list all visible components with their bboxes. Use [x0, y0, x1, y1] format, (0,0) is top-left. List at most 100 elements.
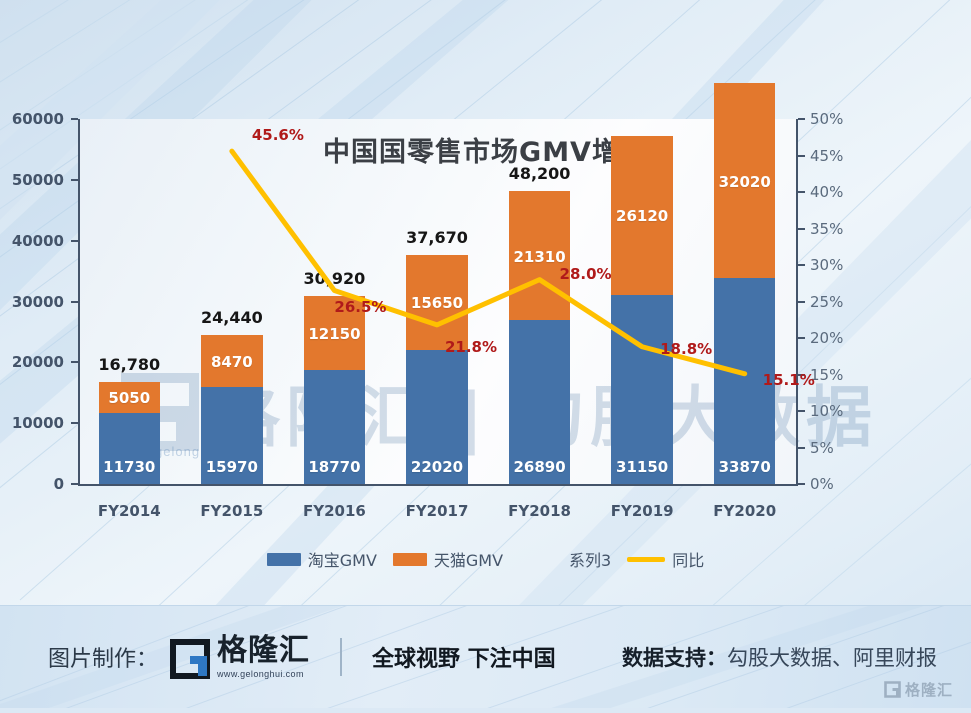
- bar-series-group: 11730 5050 16,780 15970 8470 24,440 18770 12150…: [78, 83, 796, 484]
- footer-source: 数据支持：勾股大数据、阿里财报: [622, 642, 937, 672]
- bar-column[interactable]: 15970 8470 24,440: [201, 308, 263, 484]
- footer-corner-logo-icon: [884, 681, 901, 698]
- legend-label: 系列3: [569, 551, 612, 570]
- y-axis-tick-label: 60000: [11, 110, 64, 128]
- y-axis-tick: [71, 300, 78, 303]
- x-axis-label: FY2015: [200, 502, 264, 520]
- secondary-y-axis-tick: [798, 154, 805, 157]
- gelonghui-logo-icon: [170, 638, 211, 679]
- secondary-y-axis-tick-label: 25%: [810, 292, 844, 311]
- secondary-y-axis-tick: [798, 227, 805, 230]
- secondary-y-axis-tick: [798, 373, 805, 376]
- legend-item-tmall[interactable]: 天猫GMV: [392, 547, 504, 571]
- bar-total-label: 30,920: [303, 268, 366, 288]
- y-axis-line: [78, 119, 80, 484]
- legend-line-icon: [627, 556, 666, 562]
- bar-label-taobao: 22020: [410, 458, 464, 476]
- legend-label: 同比: [672, 551, 705, 570]
- chart-panel: 格隆汇 | 勾股大数据 www.gelonghui.com 中国国零售市场GMV…: [0, 83, 971, 597]
- y-axis-tick-label: 10000: [11, 414, 64, 433]
- secondary-y-axis-tick-label: 50%: [810, 110, 844, 128]
- secondary-y-axis-tick-label: 45%: [810, 146, 844, 165]
- legend-item-series3[interactable]: 系列3: [569, 547, 611, 571]
- bar-label-taobao: 15970: [205, 458, 258, 476]
- bar-label-taobao: 31150: [616, 458, 669, 476]
- y-axis-tick: [71, 118, 78, 120]
- bar-label-tmall: 26120: [616, 207, 669, 226]
- bar-label-taobao: 11730: [103, 458, 156, 476]
- x-axis-label: FY2019: [610, 502, 674, 520]
- bar-segment-taobao[interactable]: [303, 369, 366, 484]
- bar-segment-taobao[interactable]: [611, 294, 673, 484]
- bar-column[interactable]: 11730 5050 16,780: [98, 355, 161, 484]
- y-axis-tick: [71, 178, 78, 181]
- bar-column[interactable]: 26890 21310 48,200: [509, 164, 570, 484]
- secondary-y-axis-tick-label: 0%: [810, 475, 834, 493]
- secondary-y-axis-tick: [798, 264, 805, 266]
- bar-label-taobao: 26890: [513, 458, 566, 476]
- secondary-y-axis-tick: [798, 446, 805, 449]
- bar-total-label: 48,200: [508, 163, 571, 183]
- secondary-y-axis-tick-label: 15%: [810, 365, 844, 384]
- bar-segment-taobao[interactable]: [98, 412, 161, 484]
- bar-label-tmall: 8470: [210, 353, 253, 372]
- legend-swatch-icon: [266, 552, 301, 566]
- bar-column[interactable]: 18770 12150 30,920: [303, 269, 366, 484]
- y-axis-tick: [71, 483, 78, 485]
- footer-brand-url: www.gelonghui.com: [217, 668, 304, 679]
- bar-segment-taobao[interactable]: [713, 277, 776, 484]
- secondary-y-axis-tick-label: 5%: [810, 438, 834, 457]
- secondary-y-axis-tick: [798, 300, 805, 303]
- y-axis-tick-label: 50000: [11, 170, 64, 189]
- legend-swatch-icon: [392, 552, 427, 566]
- footer-source-label: 数据支持：: [622, 646, 727, 670]
- y-axis-tick-label: 20000: [11, 353, 64, 372]
- x-axis-label: FY2018: [508, 502, 571, 520]
- footer-brand: 格隆汇 www.gelonghui.com: [170, 632, 311, 679]
- bar-column[interactable]: 22020 15650 37,670: [406, 228, 468, 484]
- footer-slogan: 全球视野 下注中国: [372, 647, 556, 672]
- secondary-y-axis-tick: [798, 483, 805, 485]
- bar-total-label: 16,780: [98, 354, 161, 374]
- secondary-y-axis-tick-label: 10%: [810, 402, 844, 420]
- bar-total-label: 37,670: [406, 227, 468, 247]
- y-axis-tick: [71, 361, 78, 364]
- footer-divider: [340, 638, 343, 676]
- y-axis-tick-label: 0: [53, 475, 64, 493]
- secondary-y-axis-line: [796, 119, 798, 484]
- chart-legend: 淘宝GMV 天猫GMV 系列3 同比: [0, 547, 971, 571]
- y-axis-tick: [71, 422, 78, 425]
- secondary-y-axis-tick: [798, 118, 805, 120]
- footer-make-label: 图片制作：: [48, 647, 159, 672]
- x-axis-label: FY2017: [405, 502, 469, 520]
- secondary-y-axis-tick: [798, 191, 805, 193]
- legend-label: 淘宝GMV: [307, 551, 377, 570]
- secondary-y-axis-tick-label: 35%: [810, 219, 844, 238]
- secondary-y-axis-tick-label: 30%: [810, 256, 844, 274]
- bar-label-tmall: 5050: [108, 389, 151, 408]
- bar-label-taobao: 33870: [718, 458, 771, 476]
- bar-label-tmall: 32020: [718, 172, 771, 191]
- bar-column[interactable]: 33870 32020: [713, 83, 776, 484]
- legend-label: 天猫GMV: [433, 551, 504, 570]
- bar-column[interactable]: 31150 26120: [611, 135, 673, 484]
- x-axis-label: FY2014: [97, 502, 161, 520]
- secondary-y-axis-tick: [798, 337, 805, 339]
- bar-segment-taobao[interactable]: [201, 386, 263, 484]
- x-axis-label: FY2020: [713, 502, 777, 520]
- bar-label-tmall: 15650: [410, 294, 464, 313]
- legend-item-taobao[interactable]: 淘宝GMV: [266, 547, 377, 571]
- bar-segment-tmall[interactable]: [98, 381, 161, 413]
- footer-brand-name: 格隆汇: [217, 632, 311, 668]
- legend-item-yoy[interactable]: 同比: [627, 547, 704, 571]
- footer-corner-brand: 格隆汇: [904, 681, 953, 699]
- footer-source-value: 勾股大数据、阿里财报: [727, 646, 937, 670]
- secondary-y-axis-tick: [798, 410, 805, 412]
- footer-bar: 图片制作： 格隆汇 www.gelonghui.com 全球视野 下注中国: [0, 585, 971, 713]
- bar-label-taobao: 18770: [308, 458, 361, 476]
- x-axis-label: FY2016: [302, 502, 366, 520]
- y-axis-tick: [71, 239, 78, 242]
- bar-total-label: 24,440: [200, 308, 263, 328]
- secondary-y-axis-tick-label: 40%: [810, 183, 844, 201]
